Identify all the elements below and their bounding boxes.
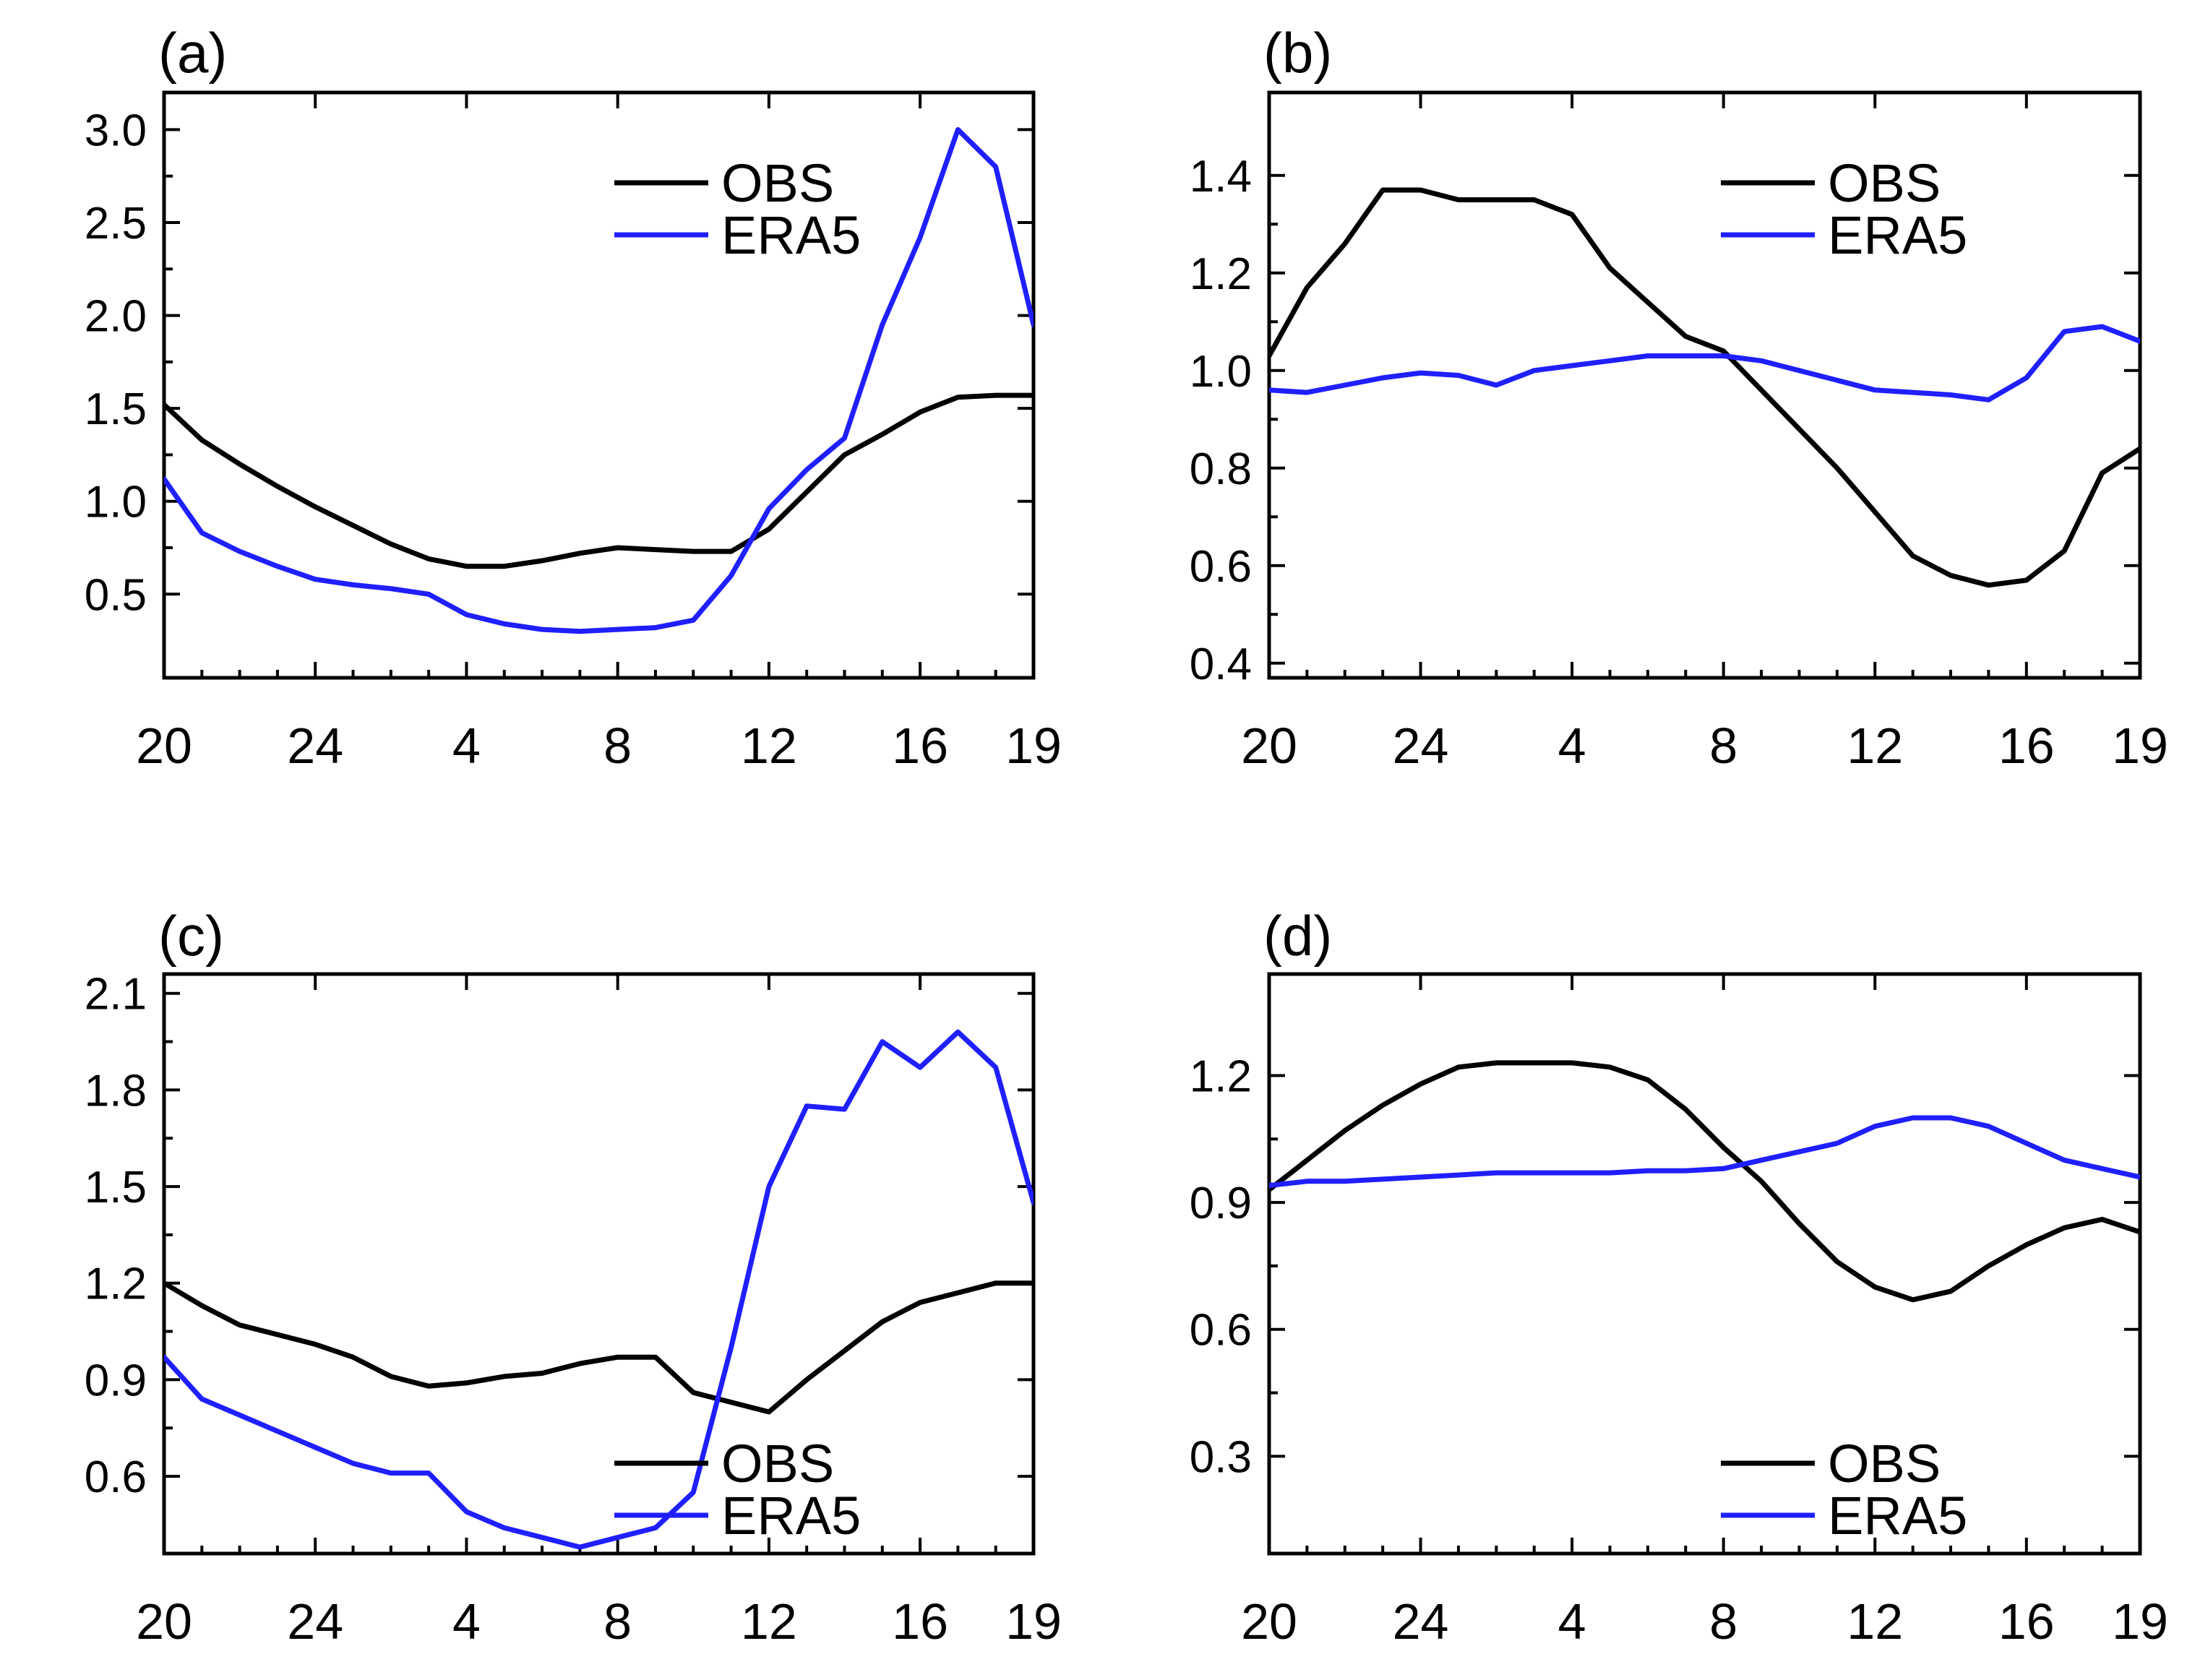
series-line-obs bbox=[1269, 187, 2140, 588]
y-tick-label: 2.5 bbox=[85, 199, 147, 249]
panel-label: (c) bbox=[158, 904, 224, 968]
x-tick-label: 12 bbox=[741, 1593, 797, 1650]
y-tick-label: 3.0 bbox=[85, 105, 147, 155]
y-tick-label: 1.2 bbox=[1190, 1051, 1252, 1101]
y-tick-label: 2.0 bbox=[85, 292, 147, 342]
x-tick-label: 4 bbox=[452, 1593, 481, 1650]
legend-label-era5: ERA5 bbox=[721, 1486, 861, 1546]
legend-label-obs: OBS bbox=[1828, 153, 1941, 213]
y-tick-label: 0.6 bbox=[1190, 1306, 1252, 1356]
y-tick-label: 1.2 bbox=[85, 1259, 147, 1309]
series-line-era5 bbox=[164, 126, 1034, 634]
x-tick-label: 19 bbox=[2112, 718, 2168, 774]
series-line-obs bbox=[1269, 1060, 2140, 1303]
x-tick-label: 24 bbox=[287, 1593, 343, 1650]
x-tick-label: 4 bbox=[1558, 718, 1586, 774]
y-tick-label: 0.3 bbox=[1190, 1432, 1252, 1482]
legend-label-obs: OBS bbox=[721, 1434, 834, 1494]
y-tick-label: 1.5 bbox=[85, 384, 147, 434]
series-line-era5 bbox=[164, 1029, 1034, 1550]
legend-label-era5: ERA5 bbox=[1828, 205, 1967, 265]
panel-label: (d) bbox=[1263, 904, 1332, 968]
x-tick-label: 16 bbox=[1998, 718, 2055, 774]
y-tick-label: 0.6 bbox=[85, 1452, 147, 1502]
x-tick-label: 20 bbox=[136, 718, 192, 774]
x-tick-label: 16 bbox=[892, 1593, 948, 1650]
series-line-obs bbox=[164, 392, 1034, 569]
plot-frame bbox=[162, 972, 1036, 1556]
x-tick-label: 20 bbox=[136, 1593, 192, 1650]
y-tick-label: 1.0 bbox=[1190, 347, 1252, 397]
y-tick-label: 0.6 bbox=[1190, 542, 1252, 592]
x-tick-label: 12 bbox=[1847, 1593, 1903, 1650]
x-tick-label: 12 bbox=[1847, 718, 1903, 774]
plot-frame bbox=[1267, 972, 2142, 1556]
x-tick-label: 20 bbox=[1241, 718, 1297, 774]
y-tick-label: 1.2 bbox=[1190, 249, 1252, 299]
x-tick-label: 16 bbox=[1998, 1593, 2055, 1650]
y-tick-label: 1.5 bbox=[85, 1163, 147, 1212]
x-tick-label: 8 bbox=[603, 1593, 632, 1650]
x-tick-label: 19 bbox=[1005, 718, 1062, 774]
x-tick-label: 8 bbox=[1709, 1593, 1737, 1650]
x-tick-label: 12 bbox=[741, 718, 797, 774]
x-tick-label: 19 bbox=[2112, 1593, 2168, 1650]
series-line-obs bbox=[164, 1280, 1034, 1415]
y-tick-label: 0.9 bbox=[1190, 1179, 1252, 1228]
y-tick-label: 1.0 bbox=[85, 478, 147, 527]
panel-label: (a) bbox=[158, 21, 227, 85]
y-tick-label: 1.8 bbox=[85, 1066, 147, 1116]
series-line-era5 bbox=[1269, 1115, 2140, 1189]
y-tick-label: 0.9 bbox=[85, 1356, 147, 1405]
plot-frame bbox=[162, 90, 1036, 680]
panel-label: (b) bbox=[1263, 21, 1332, 85]
x-tick-label: 20 bbox=[1241, 1593, 1297, 1650]
x-tick-label: 24 bbox=[287, 718, 343, 774]
legend-label-obs: OBS bbox=[1828, 1434, 1941, 1494]
y-tick-label: 0.5 bbox=[85, 570, 147, 620]
x-tick-label: 19 bbox=[1005, 1593, 1062, 1650]
x-tick-label: 16 bbox=[892, 718, 948, 774]
x-tick-label: 8 bbox=[1709, 718, 1737, 774]
legend-label-era5: ERA5 bbox=[1828, 1486, 1967, 1546]
y-tick-label: 0.4 bbox=[1190, 639, 1252, 689]
legend-label-era5: ERA5 bbox=[721, 205, 861, 265]
legend-label-obs: OBS bbox=[721, 153, 834, 213]
x-tick-label: 24 bbox=[1393, 1593, 1449, 1650]
plot-frame bbox=[1267, 90, 2142, 680]
series-line-era5 bbox=[1269, 324, 2140, 402]
y-tick-label: 1.4 bbox=[1190, 152, 1252, 202]
y-tick-label: 2.1 bbox=[85, 970, 147, 1020]
x-tick-label: 4 bbox=[452, 718, 481, 774]
y-tick-label: 0.8 bbox=[1190, 444, 1252, 494]
x-tick-label: 24 bbox=[1393, 718, 1449, 774]
x-tick-label: 8 bbox=[603, 718, 632, 774]
x-tick-label: 4 bbox=[1558, 1593, 1586, 1650]
